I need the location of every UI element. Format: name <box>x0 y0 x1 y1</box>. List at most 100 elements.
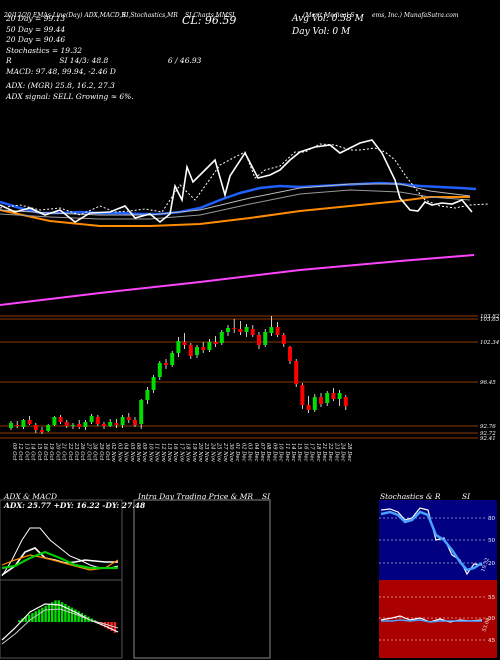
candle-body <box>226 328 230 332</box>
candle-body <box>89 416 94 422</box>
date-label: 07 Dec <box>259 443 265 461</box>
date-label: 12 Oct <box>17 443 23 461</box>
date-label: 11 Nov <box>154 443 160 462</box>
header-title-mid2: SI Charts MMSI <box>185 12 235 19</box>
candle-body <box>33 425 38 430</box>
date-label: 17 Dec <box>309 443 315 461</box>
date-label: 10 Nov <box>147 443 153 462</box>
date-label: 09 Dec <box>271 443 277 461</box>
ema-20-dotted-line <box>0 143 489 216</box>
stoch-d-line <box>380 510 483 572</box>
mrsi-lines-group: 55 50 45 53.08 <box>379 595 495 644</box>
adx-lines-group <box>1 527 119 577</box>
candle-body <box>58 417 63 422</box>
date-label: 18 Dec <box>315 443 321 461</box>
candle-body <box>46 425 51 431</box>
candle-body <box>288 347 292 361</box>
candle-body <box>219 332 224 343</box>
info-line-ema20: 20 Day = 99.13 <box>6 14 66 23</box>
macd-histogram-bar <box>51 602 54 622</box>
candle-body <box>182 342 187 345</box>
info-line-ema50: 50 Day = 99.44 <box>6 24 66 34</box>
macd-histogram-bar <box>67 605 70 622</box>
candle-body <box>312 397 317 410</box>
candle-body <box>331 393 336 399</box>
date-label: 21 Dec <box>321 442 327 461</box>
date-label: 20 Oct <box>54 442 60 461</box>
candle-body <box>95 417 100 424</box>
date-label: 08 Dec <box>265 443 271 461</box>
date-label: 18 Nov <box>185 443 191 462</box>
date-label: 24 Dec <box>340 442 346 461</box>
intraday-panel-title-2: SI <box>262 492 271 501</box>
macd-histogram-bar <box>47 604 51 622</box>
macd-histogram-bar <box>27 614 31 622</box>
header-title-left: 20/12/20 EMAs Line(Day) ADX,MACD,R <box>4 12 126 19</box>
candle-body <box>15 425 20 426</box>
macd-histogram-bar <box>24 616 27 622</box>
candle-body <box>213 342 218 344</box>
info-line-stochastics: Stochastics = 19.32 <box>6 45 83 55</box>
price-level-label: 96.45 <box>480 380 496 386</box>
macd-histogram-bar <box>37 609 41 622</box>
adx-line-green <box>1 550 118 570</box>
candle-body <box>263 332 268 345</box>
date-label: 29 Oct <box>98 442 104 461</box>
candle-body <box>281 335 286 344</box>
date-label: 10 Dec <box>278 443 284 461</box>
candle-body <box>64 422 69 426</box>
macd-histogram-bar <box>44 605 47 622</box>
stoch-panel-title: Stochastics & R <box>380 492 441 501</box>
candle-body <box>114 423 119 425</box>
candle-body <box>164 363 168 365</box>
candle-body <box>195 347 199 355</box>
candle-body <box>257 335 261 345</box>
date-label: 11 Dec <box>284 443 290 461</box>
stoch-level-label: 20 <box>488 561 495 567</box>
date-axis-group: 09 Oct 12 Oct 13 Oct 14 Oct 15 Oct 16 Oct 19 O… <box>11 442 352 462</box>
macd-histogram-bar <box>54 600 57 622</box>
stoch-level-label: 50 <box>488 538 495 544</box>
candle-body <box>201 347 206 350</box>
date-label: 17 Nov <box>178 443 184 462</box>
candle-body <box>176 341 181 353</box>
candle-body <box>188 345 193 356</box>
candle-body <box>21 420 26 427</box>
mrsi-level-label: 55 <box>488 595 495 601</box>
mrsi-level-label: 45 <box>488 638 495 644</box>
info-line-adx: ADX: (MGR) 25.8, 16.2, 27.3 <box>6 81 115 90</box>
candle-body <box>343 397 348 406</box>
header-title-right-b: ems, Inc.) MunafaSutra.com <box>372 12 459 19</box>
avg-volume-label: Avg Vol: 0.58 M <box>292 14 364 24</box>
date-label: 16 Nov <box>172 443 178 462</box>
candle-body <box>157 363 162 377</box>
candle-body <box>170 353 175 365</box>
info-line-rsi: R SI 14/3: 48.8 6 / 46.93 <box>6 56 202 65</box>
ema-100-line <box>0 196 470 227</box>
price-level-label: 92.72 <box>480 431 496 437</box>
macd-line <box>1 603 119 641</box>
date-label: 19 Nov <box>191 443 197 462</box>
price-close-line <box>0 139 473 224</box>
date-label: 25 Nov <box>216 442 222 462</box>
candles-group <box>9 316 348 434</box>
macd-histogram-bar <box>107 622 110 630</box>
date-label: 06 Nov <box>135 443 141 462</box>
stoch-value-label: 19.32 <box>480 557 491 573</box>
date-label: 04 Dec <box>253 443 259 461</box>
macd-signal-line <box>1 608 119 645</box>
candle-body <box>275 327 280 335</box>
date-label: 02 Dec <box>240 443 246 461</box>
macd-histogram-bar <box>74 609 77 622</box>
candle-body <box>250 329 255 335</box>
macd-histogram-bar <box>57 600 60 622</box>
price-level-label: 103.63 <box>480 317 500 323</box>
candle-body <box>269 327 274 333</box>
macd-histogram-bar <box>80 613 84 622</box>
candle-body <box>325 393 330 403</box>
macd-histogram-bar <box>100 622 103 626</box>
macd-histogram-bar <box>64 604 67 622</box>
candle-body <box>9 423 13 428</box>
